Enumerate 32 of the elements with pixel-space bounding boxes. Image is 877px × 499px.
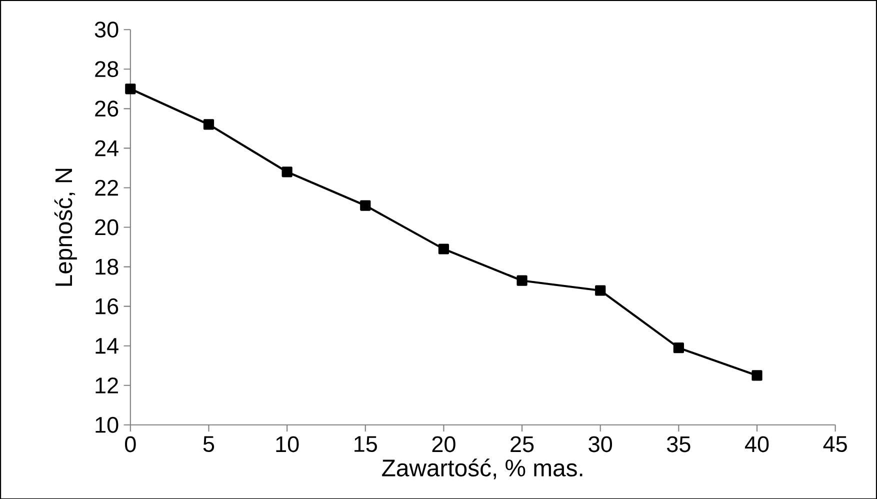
y-tick-label: 28	[95, 60, 118, 77]
point	[516, 275, 528, 286]
point	[595, 284, 606, 296]
x-tick-label: 0	[125, 436, 136, 452]
y-tick-label: 26	[95, 100, 118, 116]
x-tick-label: 10	[276, 436, 299, 452]
x-axis-title: Zawartość, % mas.	[382, 458, 582, 480]
point	[203, 118, 214, 130]
y-tick-label: 20	[95, 219, 118, 236]
y-axis-title: Lepność, N	[54, 168, 77, 286]
x-tick-label: 40	[744, 436, 769, 452]
x-tick-label: 45	[823, 436, 847, 452]
y-tick-label: 14	[96, 338, 118, 354]
point	[282, 166, 292, 177]
x-tick-label: 5	[203, 436, 214, 452]
y-tick-label: 24	[95, 140, 118, 156]
y-tick-label: 30	[94, 21, 118, 38]
x-tick-label: 25	[510, 436, 534, 452]
x-tick-label: 15	[354, 436, 377, 452]
point	[752, 370, 762, 381]
point	[673, 342, 684, 353]
point	[360, 200, 371, 211]
y-tick-label: 10	[96, 416, 118, 433]
y-tick-label: 22	[95, 180, 118, 196]
point	[125, 83, 136, 94]
y-tick-label: 18	[96, 258, 118, 275]
x-tick-label: 20	[432, 436, 456, 452]
y-tick-label: 12	[96, 377, 118, 394]
x-tick-label: 30	[588, 436, 612, 452]
point	[438, 243, 450, 254]
x-tick-label: 35	[666, 436, 690, 452]
y-tick-label: 16	[96, 298, 118, 314]
